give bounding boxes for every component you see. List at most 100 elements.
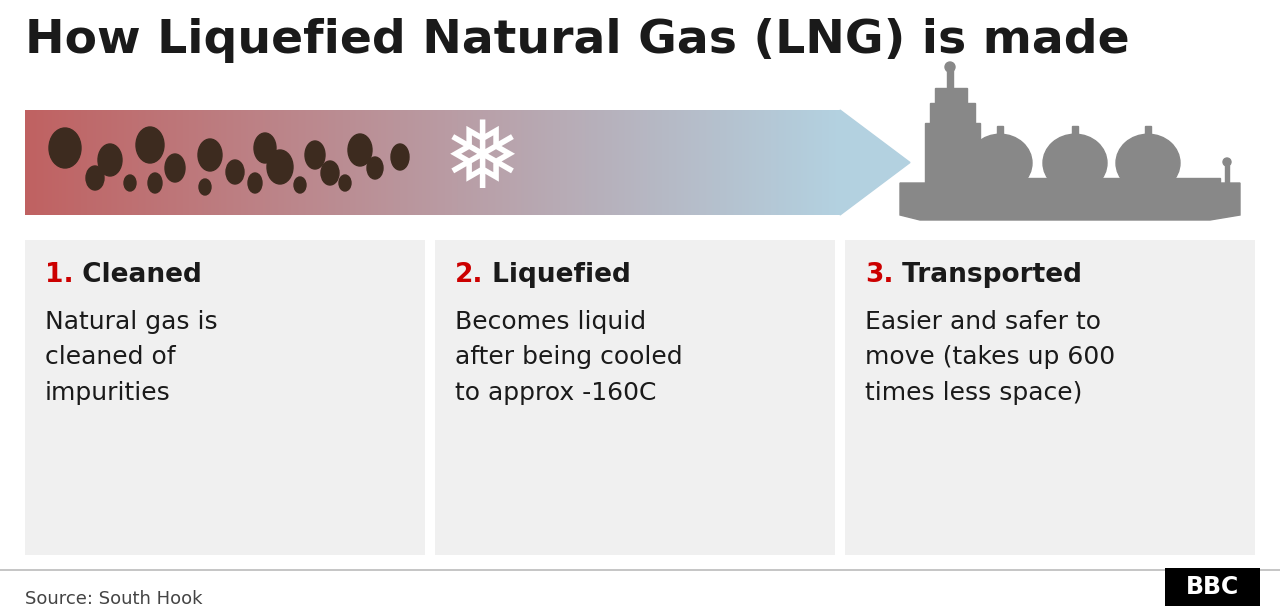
Bar: [671, 110, 672, 215]
Bar: [193, 110, 196, 215]
Bar: [109, 110, 111, 215]
Bar: [205, 110, 206, 215]
Bar: [104, 110, 106, 215]
Bar: [292, 110, 293, 215]
Bar: [681, 110, 684, 215]
Bar: [667, 110, 669, 215]
Bar: [838, 110, 841, 215]
Bar: [346, 110, 347, 215]
Bar: [820, 110, 823, 215]
Ellipse shape: [86, 166, 104, 190]
Bar: [529, 110, 531, 215]
Bar: [499, 110, 500, 215]
Bar: [378, 110, 380, 215]
Bar: [727, 110, 730, 215]
Bar: [134, 110, 137, 215]
Bar: [197, 110, 200, 215]
Bar: [370, 110, 372, 215]
Bar: [700, 110, 701, 215]
Bar: [294, 110, 296, 215]
Bar: [320, 110, 321, 215]
Bar: [78, 110, 79, 215]
Bar: [200, 110, 202, 215]
Bar: [837, 110, 840, 215]
Bar: [106, 110, 109, 215]
Bar: [675, 110, 676, 215]
Bar: [462, 110, 465, 215]
Bar: [463, 110, 466, 215]
Bar: [398, 110, 401, 215]
Bar: [828, 110, 829, 215]
Bar: [315, 110, 316, 215]
Bar: [664, 110, 667, 215]
Bar: [742, 110, 744, 215]
Bar: [362, 110, 364, 215]
Bar: [82, 110, 84, 215]
Bar: [447, 110, 448, 215]
Bar: [662, 110, 664, 215]
Bar: [301, 110, 302, 215]
Ellipse shape: [321, 161, 339, 185]
Bar: [198, 110, 201, 215]
Bar: [460, 110, 462, 215]
Bar: [728, 110, 731, 215]
Bar: [666, 110, 668, 215]
Bar: [604, 110, 605, 215]
Bar: [712, 110, 714, 215]
Bar: [287, 110, 289, 215]
Bar: [317, 110, 319, 215]
Bar: [55, 110, 56, 215]
Bar: [827, 110, 828, 215]
Bar: [689, 110, 691, 215]
Bar: [500, 110, 502, 215]
Bar: [375, 110, 378, 215]
Text: 1.: 1.: [45, 262, 74, 288]
Bar: [44, 110, 46, 215]
Bar: [622, 110, 625, 215]
Bar: [218, 110, 220, 215]
Bar: [443, 110, 445, 215]
Bar: [353, 110, 356, 215]
Bar: [308, 110, 311, 215]
Bar: [724, 110, 727, 215]
Bar: [435, 110, 436, 215]
Bar: [417, 110, 420, 215]
Bar: [548, 110, 550, 215]
Ellipse shape: [367, 157, 383, 179]
Ellipse shape: [124, 175, 136, 191]
Bar: [559, 110, 561, 215]
Bar: [511, 110, 513, 215]
Bar: [635, 110, 636, 215]
Bar: [239, 110, 242, 215]
Polygon shape: [840, 110, 910, 215]
Bar: [119, 110, 120, 215]
Bar: [772, 110, 774, 215]
Bar: [627, 110, 628, 215]
Bar: [27, 110, 28, 215]
Bar: [351, 110, 353, 215]
Bar: [544, 110, 545, 215]
Bar: [760, 110, 762, 215]
Bar: [151, 110, 154, 215]
Ellipse shape: [348, 134, 372, 166]
Bar: [108, 110, 110, 215]
Bar: [298, 110, 300, 215]
Bar: [755, 110, 758, 215]
Bar: [161, 110, 163, 215]
Ellipse shape: [227, 160, 244, 184]
Bar: [732, 110, 735, 215]
Bar: [502, 110, 503, 215]
Bar: [726, 110, 728, 215]
Bar: [250, 110, 251, 215]
Bar: [778, 110, 781, 215]
Bar: [302, 110, 303, 215]
Bar: [616, 110, 618, 215]
Bar: [102, 110, 104, 215]
Bar: [28, 110, 29, 215]
Bar: [767, 110, 768, 215]
Bar: [349, 110, 352, 215]
Bar: [435, 240, 835, 555]
Bar: [634, 110, 635, 215]
Bar: [261, 110, 264, 215]
Bar: [503, 110, 506, 215]
